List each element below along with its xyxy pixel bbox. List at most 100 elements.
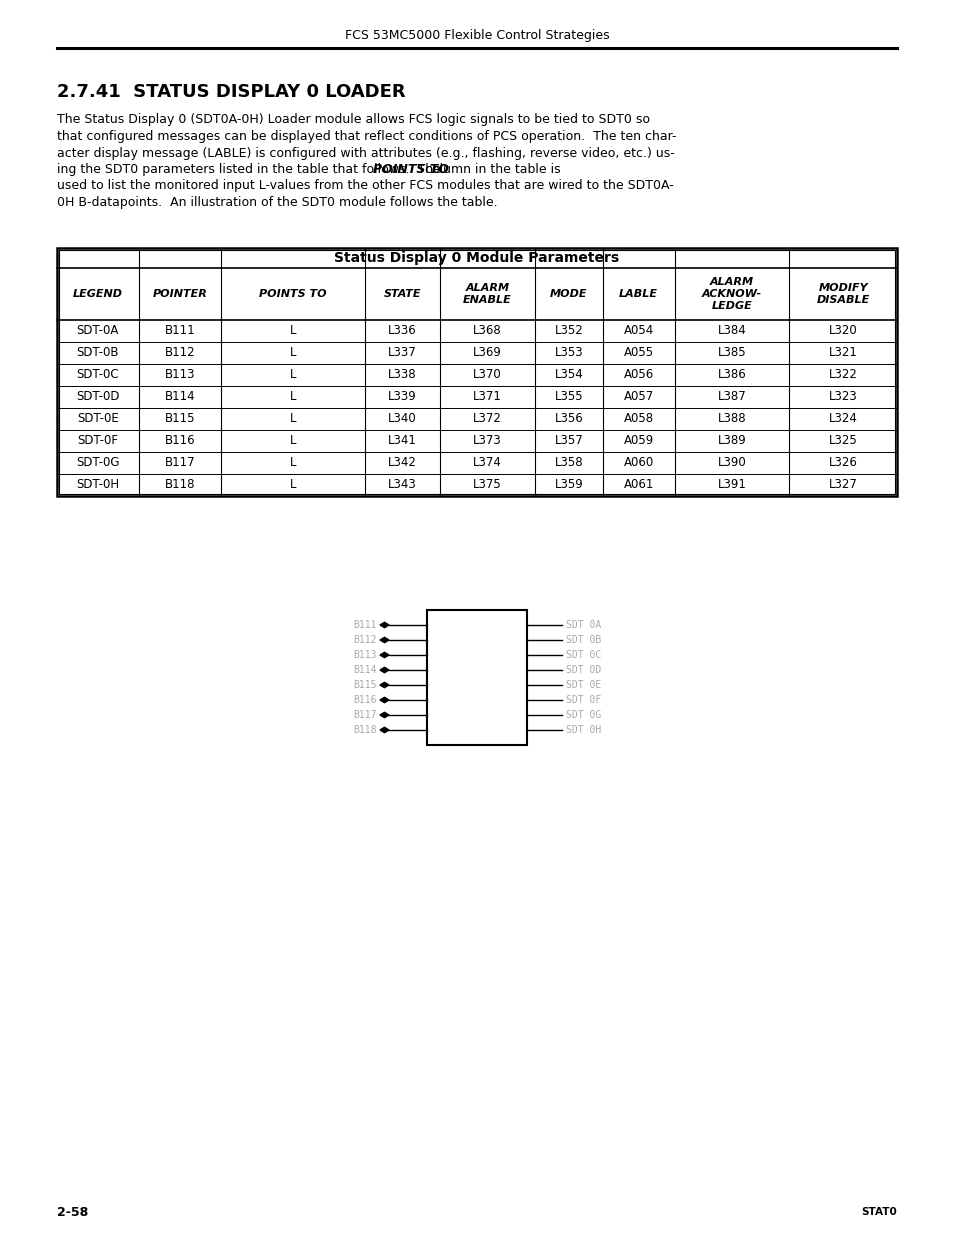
Text: L389: L389 bbox=[717, 435, 745, 447]
Text: L343: L343 bbox=[388, 478, 416, 492]
Text: SDT-0D: SDT-0D bbox=[76, 390, 119, 404]
Text: A060: A060 bbox=[623, 457, 653, 469]
Text: Status Display 0 Module Parameters: Status Display 0 Module Parameters bbox=[335, 251, 618, 266]
Text: L: L bbox=[290, 390, 295, 404]
Text: B112: B112 bbox=[354, 635, 376, 645]
Text: B113: B113 bbox=[164, 368, 194, 382]
Text: L323: L323 bbox=[828, 390, 857, 404]
Text: A058: A058 bbox=[623, 412, 653, 426]
Text: L321: L321 bbox=[828, 347, 857, 359]
Bar bbox=[427, 610, 526, 745]
Text: ALARM
ENABLE: ALARM ENABLE bbox=[462, 283, 512, 305]
Text: L: L bbox=[290, 325, 295, 337]
Text: L339: L339 bbox=[388, 390, 416, 404]
Text: used to list the monitored input L-values from the other FCS modules that are wi: used to list the monitored input L-value… bbox=[57, 179, 673, 193]
Text: SDT-0F: SDT-0F bbox=[77, 435, 118, 447]
Polygon shape bbox=[379, 637, 389, 642]
Text: SDT 0H: SDT 0H bbox=[565, 725, 600, 735]
Text: that configured messages can be displayed that reflect conditions of PCS operati: that configured messages can be displaye… bbox=[57, 130, 676, 143]
Text: SDT 0G: SDT 0G bbox=[565, 710, 600, 720]
Text: B118: B118 bbox=[164, 478, 194, 492]
Text: L322: L322 bbox=[828, 368, 857, 382]
Text: L357: L357 bbox=[554, 435, 582, 447]
Text: B117: B117 bbox=[354, 710, 376, 720]
Text: L: L bbox=[290, 435, 295, 447]
Text: A056: A056 bbox=[623, 368, 653, 382]
Text: L342: L342 bbox=[388, 457, 416, 469]
Text: L375: L375 bbox=[473, 478, 501, 492]
Text: L384: L384 bbox=[717, 325, 745, 337]
Text: L371: L371 bbox=[473, 390, 501, 404]
Text: L336: L336 bbox=[388, 325, 416, 337]
Text: POINTS TO: POINTS TO bbox=[259, 289, 327, 299]
Text: L356: L356 bbox=[554, 412, 582, 426]
Text: 0H B-datapoints.  An illustration of the SDT0 module follows the table.: 0H B-datapoints. An illustration of the … bbox=[57, 196, 497, 209]
Text: L: L bbox=[290, 412, 295, 426]
Text: L387: L387 bbox=[717, 390, 745, 404]
Bar bbox=[57, 248, 896, 496]
Text: B117: B117 bbox=[164, 457, 194, 469]
Text: ALARM
ACKNOW-
LEDGE: ALARM ACKNOW- LEDGE bbox=[701, 278, 761, 310]
Text: B115: B115 bbox=[354, 680, 376, 690]
Text: A054: A054 bbox=[623, 325, 653, 337]
Text: 2-58: 2-58 bbox=[57, 1205, 89, 1219]
Text: SDT-0A: SDT-0A bbox=[76, 325, 119, 337]
Text: L373: L373 bbox=[473, 435, 501, 447]
Text: L327: L327 bbox=[828, 478, 857, 492]
Text: B118: B118 bbox=[354, 725, 376, 735]
Text: 2.7.41  STATUS DISPLAY 0 LOADER: 2.7.41 STATUS DISPLAY 0 LOADER bbox=[57, 83, 405, 101]
Text: L388: L388 bbox=[717, 412, 745, 426]
Text: L355: L355 bbox=[554, 390, 582, 404]
Text: STAT0: STAT0 bbox=[861, 1207, 896, 1216]
Text: L341: L341 bbox=[388, 435, 416, 447]
Text: B112: B112 bbox=[164, 347, 194, 359]
Text: B116: B116 bbox=[354, 695, 376, 705]
Text: L369: L369 bbox=[473, 347, 501, 359]
Text: L391: L391 bbox=[717, 478, 745, 492]
Text: L353: L353 bbox=[554, 347, 582, 359]
Text: SDT 0B: SDT 0B bbox=[565, 635, 600, 645]
Text: SDT-0B: SDT-0B bbox=[76, 347, 119, 359]
Text: L359: L359 bbox=[554, 478, 582, 492]
Text: STATE: STATE bbox=[383, 289, 421, 299]
Text: LABLE: LABLE bbox=[618, 289, 658, 299]
Text: SDT-0G: SDT-0G bbox=[76, 457, 119, 469]
Text: A059: A059 bbox=[623, 435, 653, 447]
Bar bbox=[59, 249, 894, 494]
Text: SDT-0E: SDT-0E bbox=[77, 412, 119, 426]
Text: MODE: MODE bbox=[550, 289, 587, 299]
Text: L374: L374 bbox=[473, 457, 501, 469]
Text: LEGEND: LEGEND bbox=[72, 289, 123, 299]
Text: B111: B111 bbox=[354, 620, 376, 630]
Text: SDT 0D: SDT 0D bbox=[565, 664, 600, 676]
Text: L340: L340 bbox=[388, 412, 416, 426]
Text: L325: L325 bbox=[828, 435, 857, 447]
Polygon shape bbox=[379, 682, 389, 688]
Text: B113: B113 bbox=[354, 650, 376, 659]
Polygon shape bbox=[379, 667, 389, 673]
Text: SDT-0H: SDT-0H bbox=[76, 478, 119, 492]
Text: SDT 0A: SDT 0A bbox=[565, 620, 600, 630]
Text: The Status Display 0 (SDT0A-0H) Loader module allows FCS logic signals to be tie: The Status Display 0 (SDT0A-0H) Loader m… bbox=[57, 114, 649, 126]
Text: L324: L324 bbox=[828, 412, 857, 426]
Text: L358: L358 bbox=[554, 457, 582, 469]
Text: L337: L337 bbox=[388, 347, 416, 359]
Text: acter display message (LABLE) is configured with attributes (e.g., flashing, rev: acter display message (LABLE) is configu… bbox=[57, 147, 674, 159]
Polygon shape bbox=[379, 652, 389, 658]
Text: B116: B116 bbox=[164, 435, 194, 447]
Text: L386: L386 bbox=[717, 368, 745, 382]
Text: A061: A061 bbox=[622, 478, 653, 492]
Polygon shape bbox=[379, 713, 389, 718]
Polygon shape bbox=[379, 727, 389, 732]
Text: B114: B114 bbox=[354, 664, 376, 676]
Text: SDT 0C: SDT 0C bbox=[565, 650, 600, 659]
Text: B111: B111 bbox=[164, 325, 194, 337]
Text: FCS 53MC5000 Flexible Control Strategies: FCS 53MC5000 Flexible Control Strategies bbox=[344, 30, 609, 42]
Text: L368: L368 bbox=[473, 325, 501, 337]
Text: L: L bbox=[290, 368, 295, 382]
Text: L352: L352 bbox=[554, 325, 582, 337]
Text: MODIFY
DISABLE: MODIFY DISABLE bbox=[816, 283, 869, 305]
Text: ing the SDT0 parameters listed in the table that follows.  The: ing the SDT0 parameters listed in the ta… bbox=[57, 163, 444, 177]
Text: L372: L372 bbox=[473, 412, 501, 426]
Text: L354: L354 bbox=[554, 368, 582, 382]
